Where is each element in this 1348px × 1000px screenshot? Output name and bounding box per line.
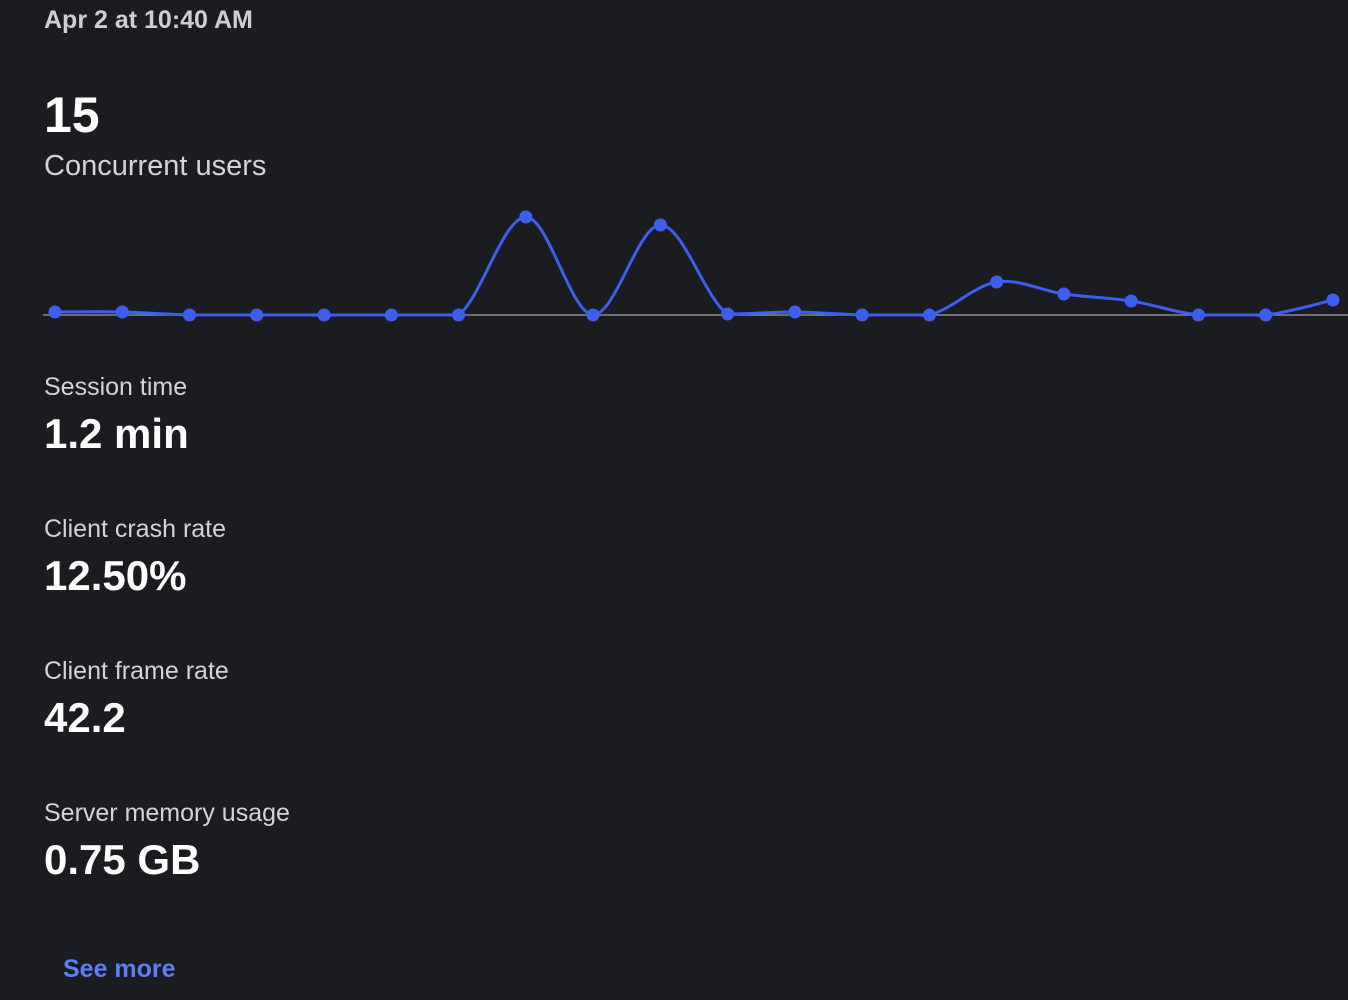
metric-value: 0.75 GB <box>44 836 201 883</box>
metric-label: Client frame rate <box>44 657 229 685</box>
sparkline-point <box>48 305 62 319</box>
sparkline-point <box>1259 308 1273 322</box>
sparkline-point <box>1191 308 1205 322</box>
metric-value: 1.2 min <box>44 410 189 457</box>
sparkline-point <box>990 275 1004 289</box>
sparkline-point <box>855 308 869 322</box>
sparkline-point <box>721 307 735 321</box>
metric-value: 12.50% <box>44 552 187 599</box>
sparkline-point <box>115 305 129 319</box>
sparkline-point <box>1124 294 1138 308</box>
sparkline-point <box>1326 293 1340 307</box>
sparkline-point <box>788 305 802 319</box>
metric-value: 42.2 <box>44 694 126 741</box>
sparkline-point <box>586 308 600 322</box>
sparkline-point <box>1057 287 1071 301</box>
sparkline-point <box>653 218 667 232</box>
sparkline-point <box>922 308 936 322</box>
sparkline-point <box>384 308 398 322</box>
sparkline-line <box>54 215 1334 317</box>
sparkline <box>43 210 1348 322</box>
headline-label: Concurrent users <box>44 150 267 182</box>
sparkline-point <box>317 308 331 322</box>
metric-label: Session time <box>44 373 188 401</box>
sparkline-point <box>250 308 264 322</box>
metric-label: Server memory usage <box>44 799 290 827</box>
see-more-link[interactable]: See more <box>63 955 176 983</box>
metric-label: Client crash rate <box>44 515 227 543</box>
headline-value: 15 <box>44 87 100 143</box>
sparkline-point <box>452 308 466 322</box>
timestamp: Apr 2 at 10:40 AM <box>44 6 253 34</box>
sparkline-point <box>183 308 197 322</box>
sparkline-point <box>519 210 533 224</box>
